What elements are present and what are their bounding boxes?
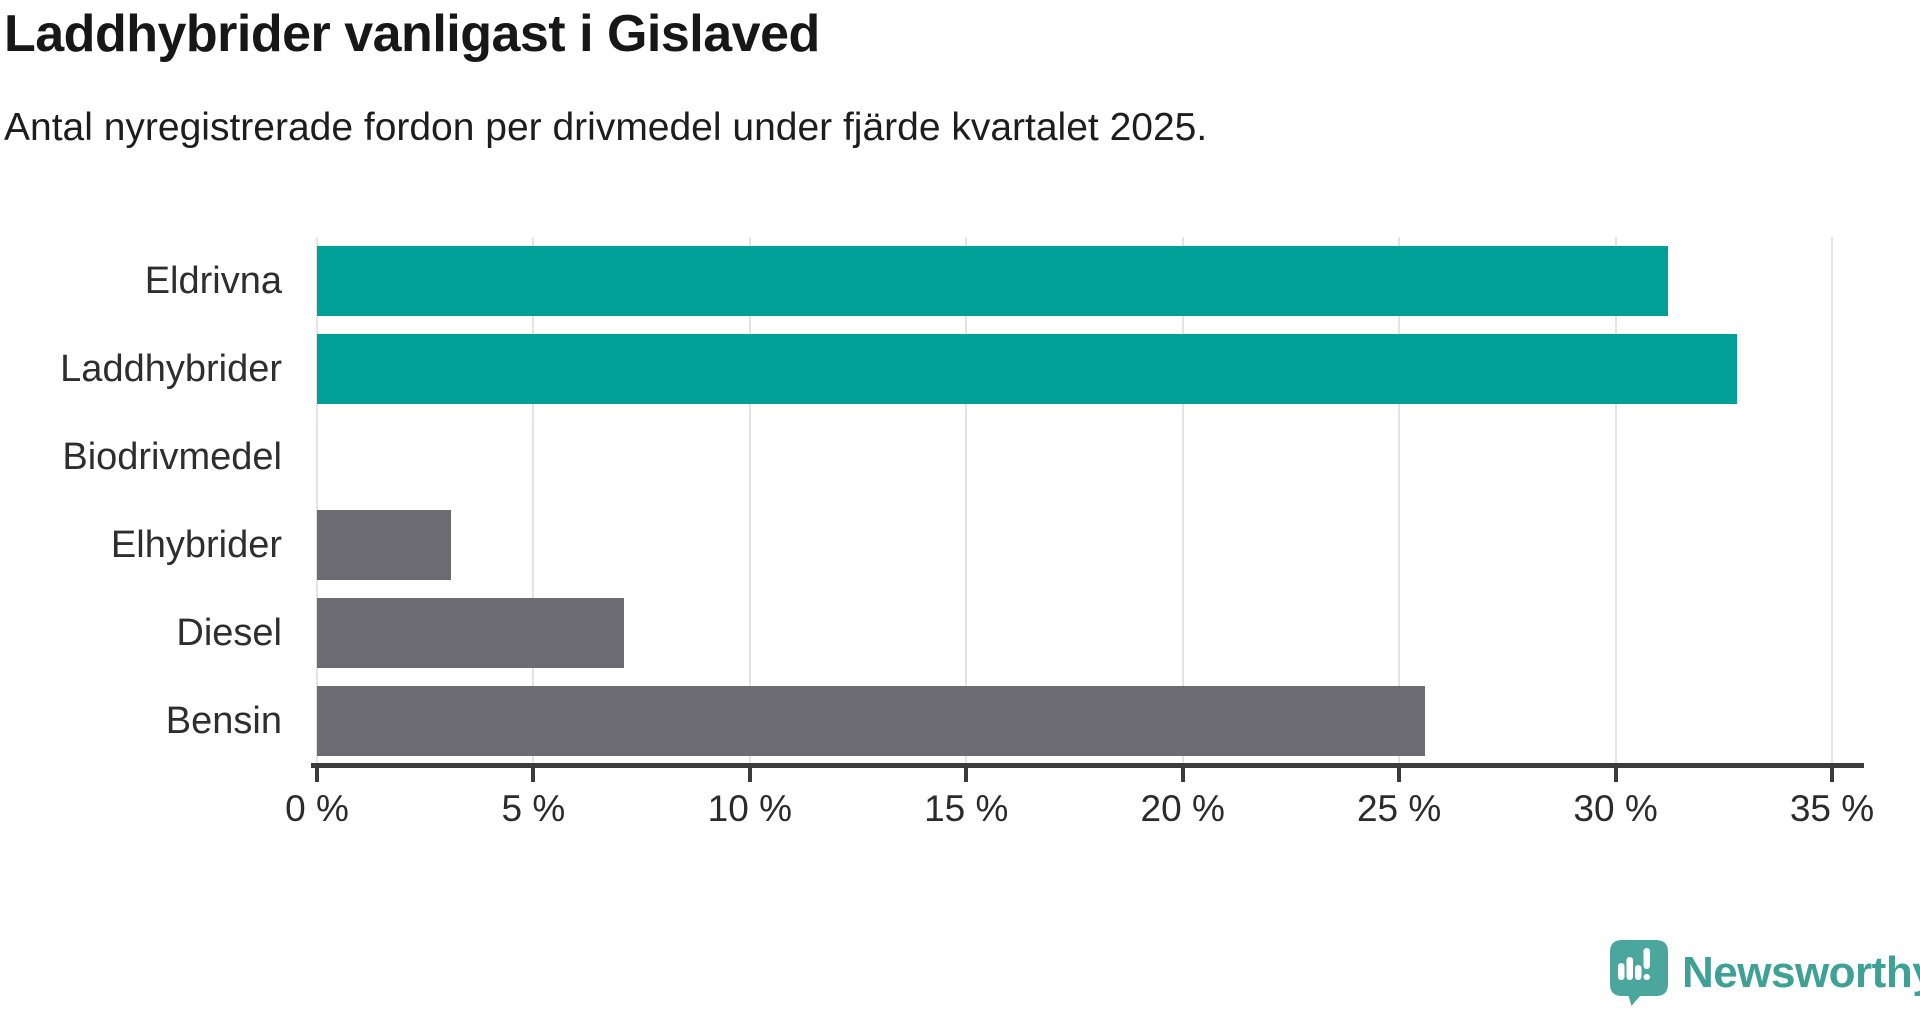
category-label-biodrivmedel: Biodrivmedel — [62, 435, 282, 478]
bar-laddhybrider — [317, 334, 1737, 404]
chart-subtitle: Antal nyregistrerade fordon per drivmede… — [4, 106, 1208, 149]
category-labels: Eldrivna Laddhybrider Biodrivmedel Elhybrid… — [0, 237, 282, 765]
category-label-laddhybrider: Laddhybrider — [60, 347, 282, 390]
newsworthy-wordmark: Newsworthy — [1682, 948, 1920, 997]
x-axis-tick-label: 20 % — [1140, 788, 1225, 829]
bar-bensin — [317, 686, 1426, 756]
x-axis-tick-label: 35 % — [1789, 788, 1875, 829]
gridline — [965, 237, 968, 765]
gridline — [748, 237, 751, 765]
x-axis-tick — [315, 768, 319, 782]
x-axis-tick — [1830, 768, 1834, 782]
gridline — [1614, 237, 1617, 765]
x-axis-tick — [1613, 768, 1618, 782]
gridline — [532, 237, 535, 765]
x-axis-tick — [1180, 768, 1185, 782]
x-axis-tick — [964, 768, 969, 782]
category-label-elhybrider: Elhybrider — [110, 523, 282, 566]
bar-elhybrider — [317, 510, 452, 580]
bar-eldrivna — [317, 246, 1668, 316]
gridline — [1831, 237, 1833, 765]
x-axis-tick-label: 5 % — [501, 788, 566, 829]
category-label-eldrivna: Eldrivna — [144, 259, 282, 302]
x-axis-tick-label: 0 % — [285, 788, 349, 829]
x-axis-tick-label: 25 % — [1356, 788, 1442, 829]
chart-title: Laddhybrider vanligast i Gislaved — [4, 5, 820, 63]
x-axis-tick-label: 10 % — [707, 788, 793, 829]
x-axis-tick-label: 15 % — [924, 788, 1009, 829]
x-axis-tick — [1397, 768, 1402, 782]
newsworthy-logo: Newsworthy — [1610, 940, 1920, 1006]
x-axis-tick — [531, 768, 536, 782]
gridline — [1398, 237, 1401, 765]
category-label-diesel: Diesel — [176, 611, 282, 654]
gridline — [1181, 237, 1184, 765]
category-label-bensin: Bensin — [165, 699, 282, 742]
x-axis: 0 % 5 % 10 % 15 % 20 % 25 % 30 % 35 % — [285, 763, 1874, 843]
newsworthy-icon — [1610, 940, 1668, 1006]
x-axis-line — [311, 763, 1864, 768]
plot-area — [316, 237, 1833, 765]
x-axis-tick-label: 30 % — [1573, 788, 1658, 829]
gridline — [316, 237, 318, 765]
bar-diesel — [317, 598, 625, 668]
x-axis-tick — [747, 768, 752, 782]
